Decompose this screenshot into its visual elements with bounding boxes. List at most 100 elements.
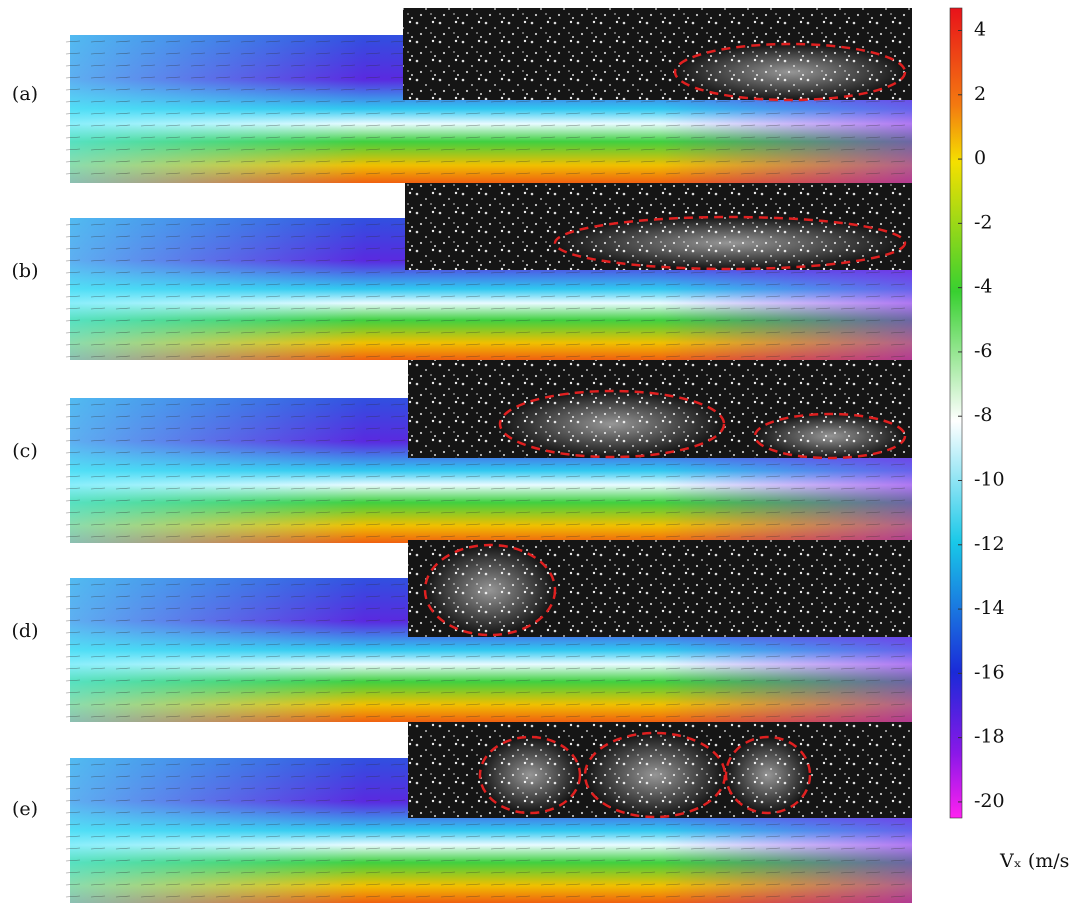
vector-arrow [240,667,256,670]
vector-arrow [140,136,156,139]
vector-arrow [115,172,131,175]
structure-outline [423,543,557,637]
vector-arrow [890,112,906,115]
colorbar [949,7,963,819]
vector-arrow [140,100,156,103]
vector-arrow [365,691,381,694]
vector-arrow [765,643,781,646]
vector-arrow [565,343,581,346]
vector-arrow [690,283,706,286]
vector-arrow [90,883,106,886]
vector-arrow [190,871,206,874]
vector-arrow [765,523,781,526]
vector-arrow [840,307,856,310]
vector-arrow [865,655,881,658]
vector-arrow [115,403,131,406]
vector-arrow [765,475,781,478]
vector-arrow [290,499,306,502]
vector-arrow [840,823,856,826]
vector-arrow [790,475,806,478]
vector-arrow [115,631,131,634]
vector-arrow [765,859,781,862]
vector-arrow [790,463,806,466]
vector-arrow [590,871,606,874]
vector-arrow [615,691,631,694]
vector-arrow [290,331,306,334]
vector-arrow [390,691,406,694]
vector-arrow [865,487,881,490]
vector-arrow [465,895,481,898]
vector-arrow [540,172,556,175]
vector-arrow [340,607,356,610]
vector-arrow [565,100,581,103]
vector-arrow [190,235,206,238]
vector-arrow [140,283,156,286]
vector-arrow [715,100,731,103]
vector-arrow [865,643,881,646]
vector-arrow [740,643,756,646]
vector-arrow [515,871,531,874]
vector-arrow [215,595,231,598]
vector-arrow [440,511,456,514]
vector-arrow [265,100,281,103]
vector-arrow [215,136,231,139]
vector-arrow [390,427,406,430]
vector-arrow [865,124,881,127]
vector-arrow [65,259,81,262]
vector-arrow [190,427,206,430]
vector-arrow [290,823,306,826]
vector-arrow [515,703,531,706]
vector-arrow [140,64,156,67]
vector-arrow [315,331,331,334]
vector-arrow [540,343,556,346]
vector-arrow [390,847,406,850]
vector-arrow [590,655,606,658]
vector-arrow [815,871,831,874]
vector-arrow [565,307,581,310]
vector-arrow [240,223,256,226]
vector-arrow [515,883,531,886]
vector-arrow [215,667,231,670]
vector-arrow [165,703,181,706]
vector-arrow [90,307,106,310]
vector-arrow [365,172,381,175]
vector-arrow [515,271,531,274]
vector-arrow [565,895,581,898]
vector-arrow [340,499,356,502]
vector-arrow [165,451,181,454]
vector-arrow [365,511,381,514]
vector-arrow [640,667,656,670]
vector-arrow [815,160,831,163]
vector-arrow [140,763,156,766]
vector-arrow [665,475,681,478]
vector-arrow [265,643,281,646]
vector-arrow [340,295,356,298]
vector-arrow [715,535,731,538]
vector-arrow [765,100,781,103]
vector-arrow [440,100,456,103]
vector-arrow [290,403,306,406]
vector-arrow [815,835,831,838]
vector-arrow [365,283,381,286]
vector-arrow [165,643,181,646]
vector-arrow [140,703,156,706]
vector-arrow [840,160,856,163]
vector-arrow [365,787,381,790]
vector-arrow [90,235,106,238]
vector-arrow [615,535,631,538]
vector-arrow [590,523,606,526]
vector-arrow [615,847,631,850]
vector-arrow [340,403,356,406]
vector-arrow [740,136,756,139]
vector-arrow [140,499,156,502]
vector-arrow [240,307,256,310]
vector-arrow [490,148,506,151]
vector-arrow [465,715,481,718]
vector-arrow [440,331,456,334]
vector-arrow [390,787,406,790]
vector-arrow [165,259,181,262]
vector-arrow [615,835,631,838]
colorbar-tick-label: -14 [974,597,1005,619]
colorbar-tick-label: 4 [974,19,986,41]
vector-arrow [340,148,356,151]
